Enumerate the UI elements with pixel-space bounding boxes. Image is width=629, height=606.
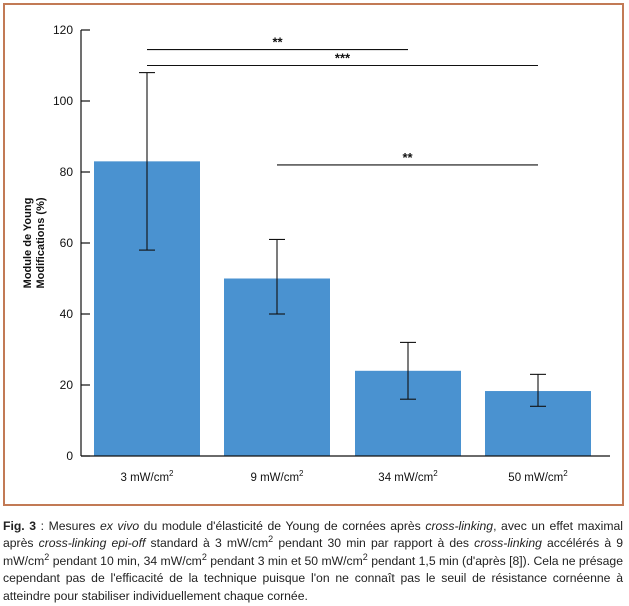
x-tick-label: 34 mW/cm2 [378, 469, 438, 484]
y-tick-label: 20 [60, 378, 74, 392]
caption-text: cross-linking [474, 536, 542, 551]
caption-text: 2 [201, 551, 207, 562]
caption-text: 2 [362, 551, 368, 562]
y-tick-label: 120 [53, 23, 73, 37]
caption-text: pendant 1,5 min (d'après [8]). Cela ne p… [3, 553, 623, 603]
y-axis-label-line: Modifications (%) [35, 197, 47, 288]
caption-text: , avec un effet maximal après [3, 519, 623, 551]
caption-text: pendant 10 min, 34 mW/cm [49, 553, 202, 568]
caption-text: cross-linking [425, 519, 494, 533]
x-tick-label: 3 mW/cm2 [120, 469, 174, 484]
x-tick-label-superscript: 2 [433, 469, 438, 478]
bar-chart: 0 20 40 60 80 100 120 Module de YoungModificati… [22, 23, 610, 484]
figure-frame [3, 3, 624, 506]
caption-text: pendant 30 min par rapport à des [273, 536, 475, 551]
y-axis-label-line: Module de Young [22, 198, 34, 289]
y-tick-label: 100 [53, 94, 73, 108]
y-tick-label: 0 [66, 449, 73, 463]
x-tick-label-superscript: 2 [299, 469, 304, 478]
x-tick-label: 50 mW/cm2 [508, 469, 568, 484]
caption-text: standard à 3 mW/cm [145, 536, 269, 551]
caption-text: accélérés à 9 mW/cm [3, 536, 624, 568]
significance-label: *** [335, 51, 351, 66]
significance-label: ** [402, 150, 413, 165]
caption-text: pendant 3 min et 50 mW/cm [206, 553, 363, 568]
caption-text: cross-linking epi-off [38, 536, 146, 551]
x-tick-label: 9 mW/cm2 [250, 469, 304, 484]
y-tick-label: 40 [60, 307, 74, 321]
x-tick-label-superscript: 2 [563, 469, 568, 478]
caption-text: : Mesures [36, 519, 100, 533]
y-tick-label: 80 [60, 165, 74, 179]
significance-label: ** [272, 35, 283, 50]
caption-figure-number: Fig. 3 [3, 519, 37, 533]
caption-text: du module d'élasticité de Young de corné… [139, 519, 426, 533]
figure-caption: Fig. 3 : Mesures ex vivo du module d'éla… [3, 518, 623, 605]
y-axis-label: Module de YoungModifications (%) [22, 197, 47, 288]
x-tick-label-superscript: 2 [169, 469, 174, 478]
caption-text: 2 [44, 551, 50, 562]
caption-text: 2 [268, 534, 274, 545]
caption-text: ex vivo [99, 519, 140, 533]
y-tick-label: 60 [60, 236, 74, 250]
